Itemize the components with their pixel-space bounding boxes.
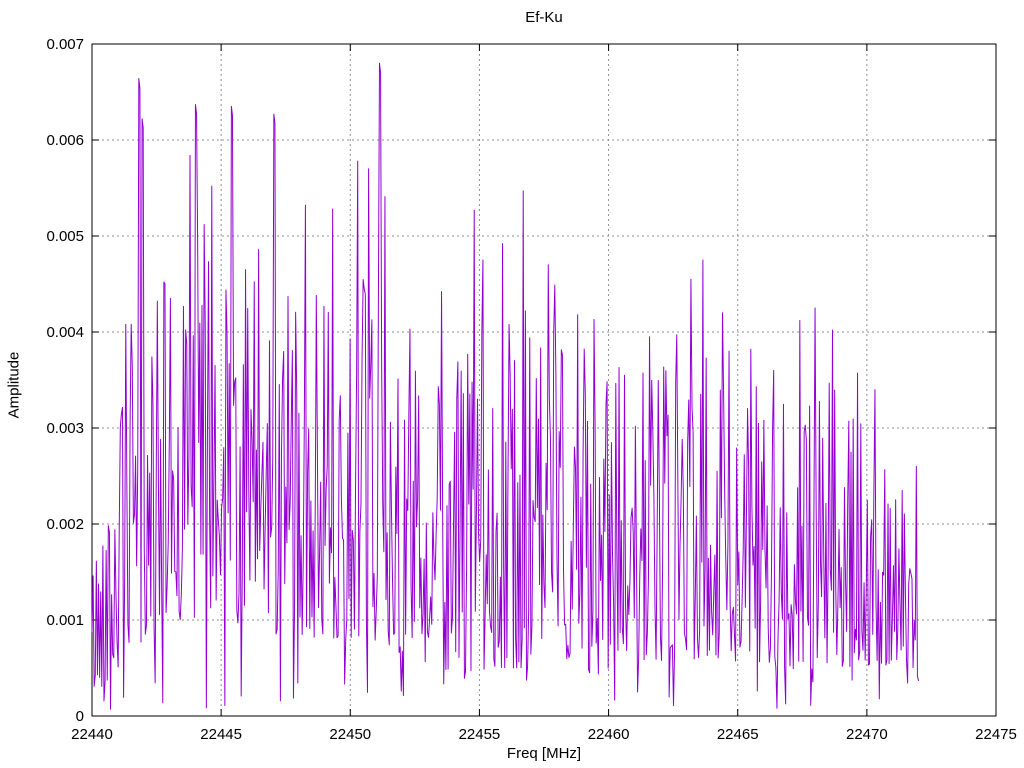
x-tick-label: 22455: [459, 726, 501, 743]
x-tick-label: 22475: [975, 726, 1017, 743]
x-tick-label: 22445: [200, 726, 242, 743]
y-tick-label: 0.006: [46, 132, 84, 149]
plot-border: [91, 43, 997, 717]
y-tick-label: 0.004: [46, 324, 84, 341]
y-tick-label: 0.001: [46, 612, 84, 629]
data-series-line: [91, 62, 919, 710]
chart-title: Ef-Ku: [525, 9, 563, 26]
y-tick-label: 0.002: [46, 516, 84, 533]
y-tick-label: 0.003: [46, 420, 84, 437]
y-tick-label: 0: [76, 708, 84, 725]
x-tick-label: 22465: [717, 726, 759, 743]
x-tick-label: 22460: [588, 726, 630, 743]
x-tick-label: 22440: [71, 726, 113, 743]
y-tick-label: 0.007: [46, 36, 84, 53]
x-tick-label: 22450: [329, 726, 371, 743]
x-axis-label: Freq [MHz]: [506, 745, 582, 762]
y-tick-label: 0.005: [46, 228, 84, 245]
x-tick-label: 22470: [846, 726, 888, 743]
